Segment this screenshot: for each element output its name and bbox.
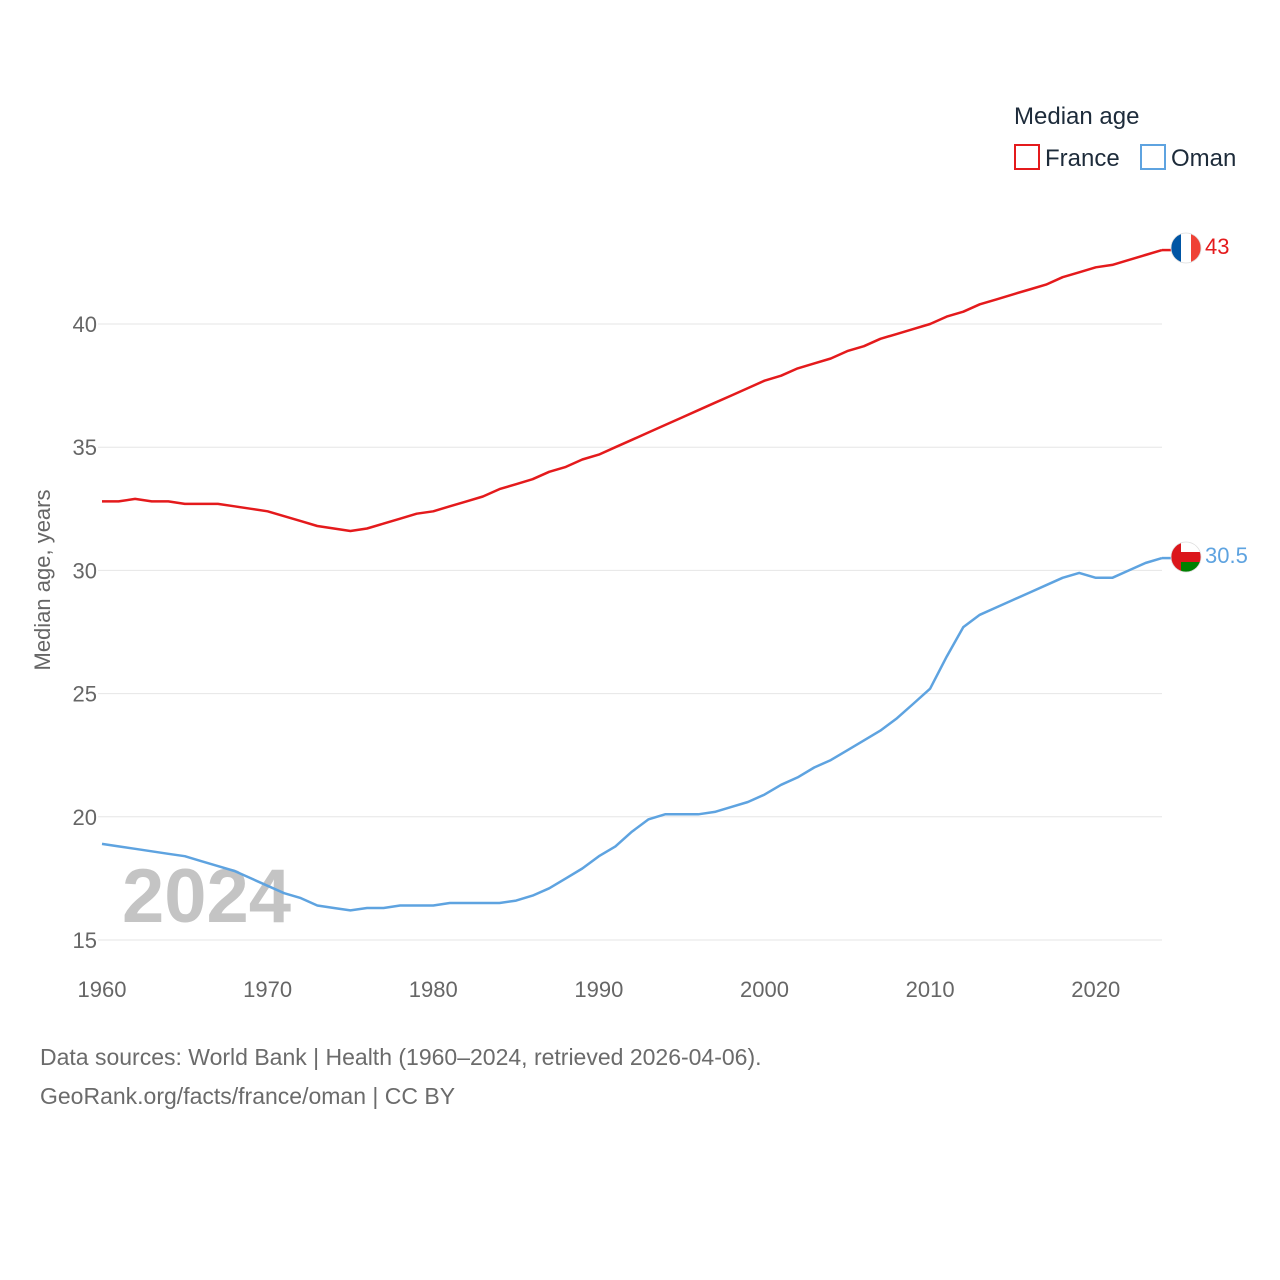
series-line-france [102,248,1163,533]
series-lines [101,248,1171,912]
legend-title: Median age [1014,103,1139,130]
x-axis-ticks: 1960 1970 1980 1990 2000 2010 2020 [78,977,1121,1002]
france-end-value: 43 [1205,234,1229,259]
line-chart: 15 20 25 30 35 40 1960 1970 1980 1990 2000 2010 202… [30,103,1248,1002]
y-axis-title: Median age, years [30,490,55,671]
y-tick-label: 25 [73,682,97,707]
legend-swatch-oman[interactable] [1140,144,1166,170]
x-tick-label: 1970 [243,977,292,1002]
series-line-oman [101,556,1163,912]
legend-label-france[interactable]: France [1045,145,1120,172]
year-watermark: 2024 [122,854,291,939]
x-tick-label: 1980 [409,977,458,1002]
x-tick-label: 1960 [78,977,127,1002]
x-tick-label: 2000 [740,977,789,1002]
france-flag-icon [1171,233,1201,263]
oman-end-value: 30.5 [1205,543,1248,568]
y-tick-label: 30 [73,558,97,583]
y-tick-label: 40 [73,312,97,337]
oman-flag-icon [1171,542,1201,572]
y-tick-label: 35 [73,435,97,460]
y-tick-label: 15 [73,928,97,953]
attribution-note: GeoRank.org/facts/france/oman | CC BY [40,1083,456,1109]
gridlines [98,323,1162,941]
data-source-note: Data sources: World Bank | Health (1960–… [40,1044,762,1070]
y-tick-label: 20 [73,805,97,830]
x-tick-label: 1990 [574,977,623,1002]
legend-swatch-france[interactable] [1014,144,1040,170]
x-tick-label: 2020 [1071,977,1120,1002]
x-tick-label: 2010 [906,977,955,1002]
y-axis-ticks: 15 20 25 30 35 40 [73,312,97,953]
legend: Median age France Oman [1014,103,1236,172]
legend-label-oman[interactable]: Oman [1171,145,1236,172]
